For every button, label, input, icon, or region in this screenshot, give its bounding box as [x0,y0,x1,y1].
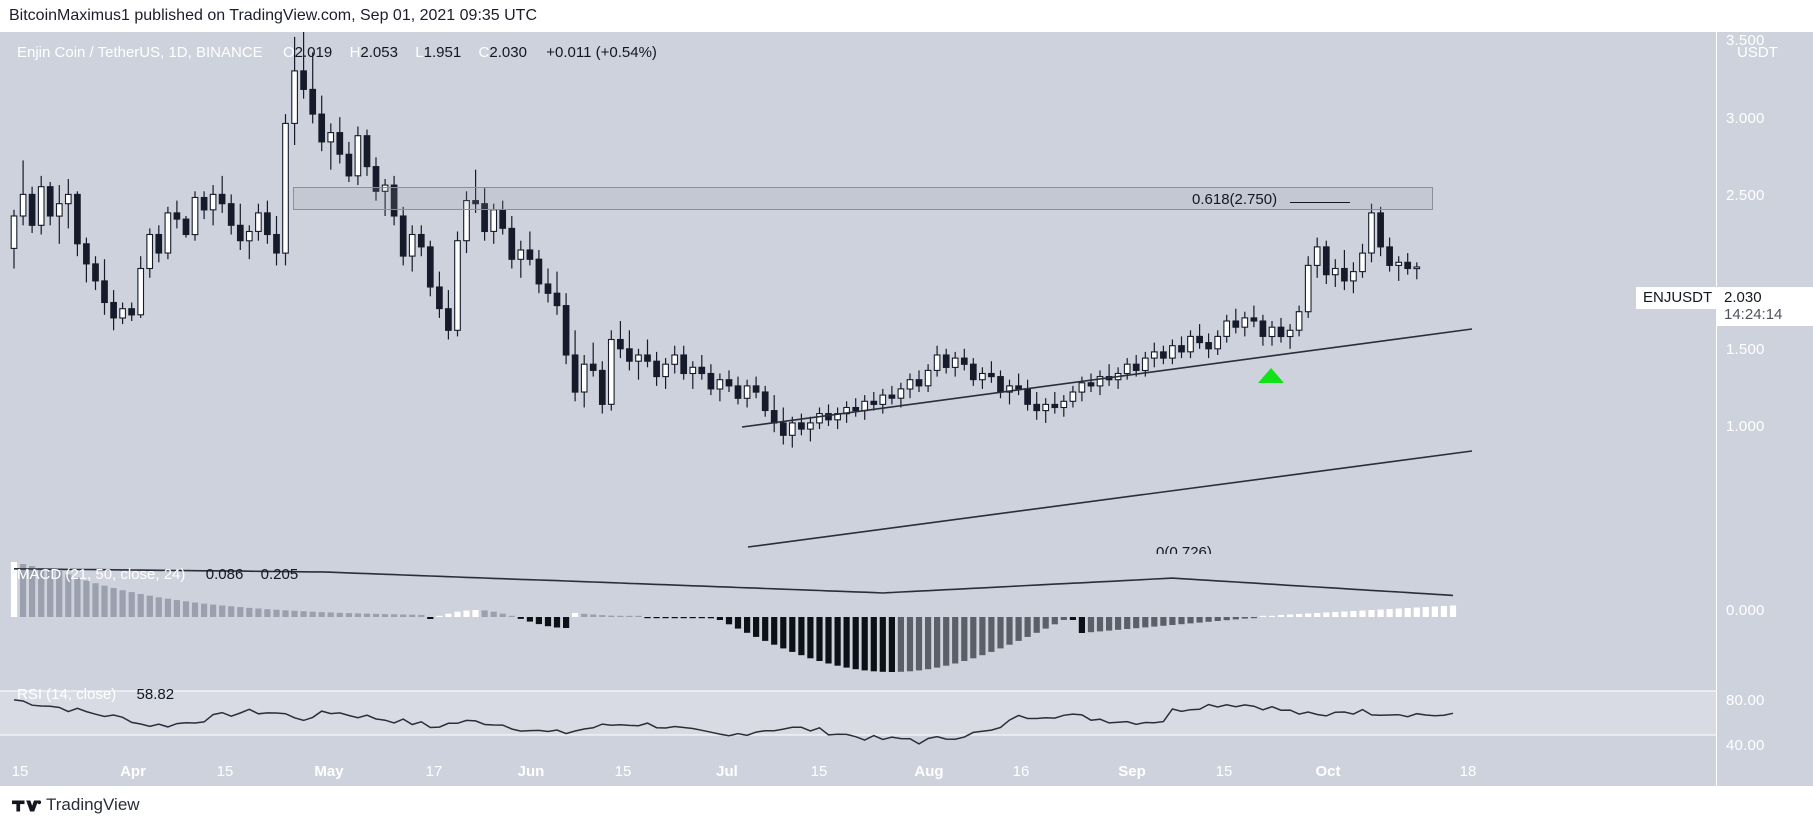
tradingview-logo-icon [12,796,42,816]
price-axis-unit: USDT [1737,44,1778,61]
time-tick-18-14: 18 [1459,763,1477,780]
rsi-line [13,699,1454,745]
tradingview-wordmark: TradingView [46,795,140,814]
chart-shell: 0.618(2.750) 0(0.726) Enjin Coin / Tethe… [0,32,1813,791]
time-scale[interactable]: 15 Apr 15 May 17 Jun 15 Jul 15 Aug 16 Sep 15 Oct 18 [0,758,1813,786]
price-tick-2500: 2.500 [1726,187,1765,204]
rsi-band [0,691,1716,735]
last-price-value: 2.030 [1724,289,1762,306]
time-tick-jul-7: Jul [716,763,738,780]
macd-histogram [10,562,1457,672]
fib-band-0618 [293,187,1433,210]
fib-label-0: 0(0.726) [1156,544,1212,554]
fib-dash-0618 [1290,202,1350,203]
price-tick-1000: 1.000 [1726,418,1765,435]
publisher-line: BitcoinMaximus1 published on TradingView… [0,0,1813,32]
time-tick-15-2: 15 [216,763,234,780]
time-tick-15-0: 15 [11,763,29,780]
channel-upper-line [741,328,1473,428]
rsi-tick-80: 80.00 [1726,692,1765,709]
macd-pane[interactable]: MACD (21, 50, close, 24) 0.086 0.205 [0,555,1716,676]
price-tick-1500: 1.500 [1726,341,1765,358]
symbol-badge-text: ENJUSDT [1643,289,1713,306]
buy-triangle-icon [1258,368,1284,383]
rsi-pane[interactable]: RSI (14, close) 58.82 [0,677,1716,758]
fib-label-0618: 0.618(2.750) [1192,191,1278,208]
price-candles [10,32,1473,548]
rsi-tick-40: 40.00 [1726,737,1765,754]
time-tick-oct-13: Oct [1315,763,1341,780]
price-pane[interactable]: 0.618(2.750) 0(0.726) Enjin Coin / Tethe… [0,32,1716,554]
time-tick-15-12: 15 [1215,763,1233,780]
time-tick-15-6: 15 [614,763,632,780]
time-tick-jun-5: Jun [517,763,545,780]
time-tick-15-8: 15 [810,763,828,780]
macd-signal-line [13,568,1454,597]
channel-lower-line [747,450,1473,548]
macd-tick-0: 0.000 [1726,602,1765,619]
footer: TradingView [0,786,1813,827]
last-price-badge[interactable]: 2.030 14:24:14 [1717,287,1813,326]
time-tick-16-10: 16 [1012,763,1030,780]
bar-countdown: 14:24:14 [1724,306,1783,323]
rsi-plot [0,690,1716,745]
time-tick-may-3: May [314,763,344,780]
time-tick-17-4: 17 [425,763,443,780]
time-tick-apr-1: Apr [120,763,146,780]
price-tick-3000: 3.000 [1726,110,1765,127]
price-tick-3500: 3.500 [1726,32,1765,49]
symbol-badge: ENJUSDT [1636,287,1720,309]
time-tick-sep-11: Sep [1118,763,1146,780]
price-scale[interactable]: 3.500 USDT 3.000 2.500 1.500 1.000 0.000… [1716,32,1813,758]
time-tick-aug-9: Aug [914,763,944,780]
